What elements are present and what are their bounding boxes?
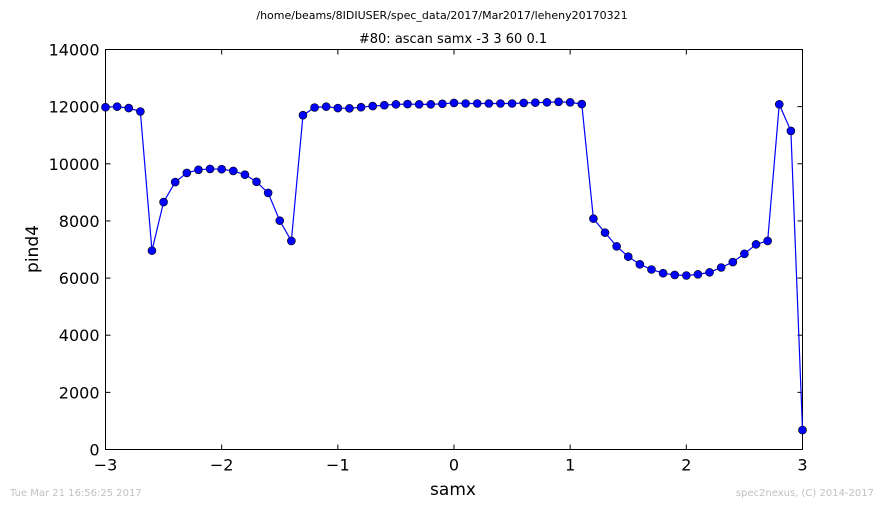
data-point bbox=[217, 164, 226, 174]
data-point bbox=[786, 126, 796, 136]
data-point bbox=[194, 165, 203, 175]
data-point bbox=[426, 100, 436, 109]
y-axis-label: pind4 bbox=[23, 225, 43, 273]
x-tick-label: 1 bbox=[565, 456, 575, 475]
x-tick-label: −3 bbox=[94, 456, 118, 475]
data-point bbox=[170, 177, 180, 187]
data-point bbox=[612, 242, 621, 251]
data-point bbox=[554, 97, 563, 107]
y-tick-label: 12000 bbox=[49, 98, 100, 117]
data-point bbox=[287, 236, 296, 246]
data-point bbox=[263, 188, 273, 198]
data-point bbox=[670, 270, 680, 280]
y-tick-label: 10000 bbox=[49, 155, 100, 174]
data-point bbox=[379, 100, 389, 110]
data-point bbox=[751, 240, 761, 249]
x-axis-label: samx bbox=[430, 480, 476, 500]
data-point bbox=[159, 197, 168, 207]
data-point bbox=[705, 268, 714, 277]
x-tick-label: 2 bbox=[681, 456, 691, 475]
data-point bbox=[600, 228, 610, 237]
footer-timestamp: Tue Mar 21 16:56:25 2017 bbox=[10, 488, 142, 499]
data-point bbox=[147, 246, 157, 255]
data-point bbox=[763, 236, 772, 246]
data-point bbox=[112, 102, 122, 111]
data-point bbox=[205, 164, 215, 174]
data-point bbox=[391, 100, 401, 109]
data-point bbox=[774, 100, 784, 109]
plot-area bbox=[105, 49, 803, 450]
x-tick-label: −1 bbox=[326, 456, 350, 475]
data-point bbox=[345, 104, 354, 113]
data-point bbox=[519, 98, 529, 108]
data-point bbox=[531, 98, 540, 107]
data-point bbox=[647, 265, 656, 274]
series-points bbox=[101, 97, 807, 435]
data-point bbox=[716, 263, 726, 272]
x-tick-label: 3 bbox=[797, 456, 807, 475]
data-point bbox=[101, 102, 110, 112]
data-point bbox=[333, 103, 343, 113]
x-axis-ticks: −3 −2 −1 0 1 2 3 bbox=[94, 49, 808, 475]
data-point bbox=[275, 216, 285, 225]
chart-suptitle: /home/beams/8IDIUSER/spec_data/2017/Mar2… bbox=[256, 9, 627, 22]
data-point bbox=[356, 102, 366, 112]
data-point bbox=[124, 103, 134, 113]
data-point bbox=[798, 425, 807, 435]
data-point bbox=[228, 166, 238, 176]
data-point bbox=[496, 99, 505, 108]
y-axis-ticks: 0 2000 4000 6000 8000 10000 12000 14000 bbox=[49, 41, 803, 460]
data-point bbox=[484, 99, 494, 108]
y-tick-label: 0 bbox=[89, 441, 99, 460]
y-tick-label: 6000 bbox=[59, 269, 100, 288]
data-point bbox=[728, 257, 738, 267]
data-point bbox=[240, 170, 250, 179]
data-point bbox=[565, 98, 575, 107]
data-point bbox=[438, 99, 447, 109]
data-point bbox=[635, 260, 645, 269]
data-point bbox=[623, 252, 633, 261]
y-tick-label: 4000 bbox=[59, 326, 100, 345]
x-tick-label: 0 bbox=[449, 456, 459, 475]
x-tick-label: −2 bbox=[210, 456, 234, 475]
data-point bbox=[461, 99, 470, 108]
data-point bbox=[310, 103, 319, 112]
y-tick-label: 2000 bbox=[59, 383, 100, 402]
data-point bbox=[182, 168, 192, 178]
data-point bbox=[403, 99, 412, 109]
data-point bbox=[507, 99, 517, 108]
data-point bbox=[658, 268, 668, 278]
data-point bbox=[740, 249, 749, 259]
footer-credit: spec2nexus, (C) 2014-2017 bbox=[735, 488, 874, 499]
chart-title: #80: ascan samx -3 3 60 0.1 bbox=[359, 32, 547, 47]
y-tick-label: 14000 bbox=[49, 41, 100, 60]
data-point bbox=[589, 214, 598, 223]
data-point bbox=[298, 110, 308, 120]
data-point bbox=[472, 99, 482, 108]
y-tick-label: 8000 bbox=[59, 212, 100, 231]
data-point bbox=[252, 177, 261, 187]
data-point bbox=[449, 98, 459, 108]
data-point bbox=[321, 102, 331, 111]
data-point bbox=[136, 107, 145, 116]
data-point bbox=[577, 99, 587, 109]
data-point bbox=[693, 270, 703, 279]
data-point bbox=[414, 100, 424, 109]
data-point bbox=[542, 98, 552, 107]
data-point bbox=[682, 271, 691, 280]
data-point bbox=[368, 101, 377, 111]
